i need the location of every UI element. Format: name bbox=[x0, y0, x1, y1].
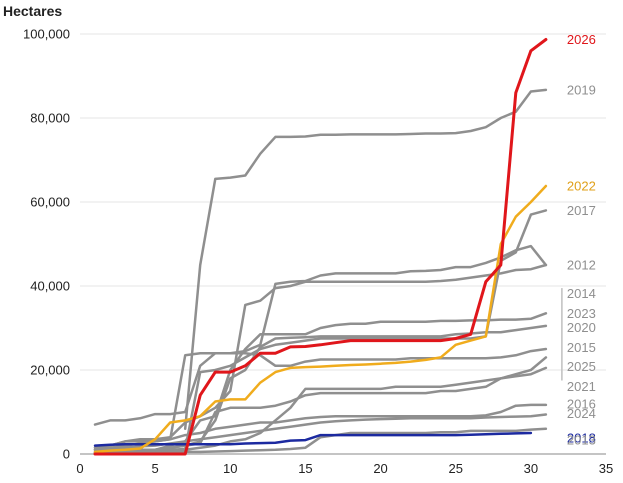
y-tick-label: 100,000 bbox=[23, 27, 70, 42]
series-label-2013: 2013 bbox=[567, 432, 596, 447]
series-line-2012 bbox=[93, 244, 548, 426]
series-label-2015: 2015 bbox=[567, 340, 596, 355]
series-line-2023 bbox=[93, 312, 548, 454]
series-label-2018: 2018 bbox=[567, 431, 596, 446]
x-tick-label: 20 bbox=[373, 461, 387, 476]
x-tick-labels: 0 5 10 15 20 25 30 35 bbox=[76, 461, 613, 476]
y-tick-label: 0 bbox=[63, 447, 70, 462]
grid bbox=[80, 33, 606, 371]
series-line-2013 bbox=[93, 427, 548, 455]
series-label-2022: 2022 bbox=[567, 179, 596, 194]
x-tick-label: 0 bbox=[76, 461, 83, 476]
x-tick-label: 5 bbox=[152, 461, 159, 476]
series-line-2025 bbox=[93, 356, 548, 452]
x-tick-label: 10 bbox=[223, 461, 237, 476]
series-label-2021: 2021 bbox=[567, 379, 596, 394]
y-tick-label: 80,000 bbox=[30, 111, 70, 126]
series-label-2020: 2020 bbox=[567, 320, 596, 335]
y-tick-label: 60,000 bbox=[30, 195, 70, 210]
series-label-2025: 2025 bbox=[567, 359, 596, 374]
series-line-2014 bbox=[93, 263, 548, 449]
series-line-2017 bbox=[93, 209, 548, 452]
series-label-2024: 2024 bbox=[567, 406, 596, 421]
series-label-2019: 2019 bbox=[567, 82, 596, 97]
series-line-2019 bbox=[183, 88, 548, 431]
series-label-2014: 2014 bbox=[567, 286, 596, 301]
x-tick-label: 25 bbox=[448, 461, 462, 476]
series-line-2022 bbox=[93, 184, 548, 454]
series-label-2016: 2016 bbox=[567, 396, 596, 411]
series-line-2026 bbox=[93, 38, 548, 456]
series-line-2016 bbox=[93, 403, 548, 452]
series-lines bbox=[93, 38, 548, 456]
y-tick-label: 40,000 bbox=[30, 279, 70, 294]
series-line-2015 bbox=[93, 347, 548, 449]
x-tick-label: 15 bbox=[298, 461, 312, 476]
series-label-2017: 2017 bbox=[567, 203, 596, 218]
series-label-2023: 2023 bbox=[567, 306, 596, 321]
y-tick-labels: 0 20,000 40,000 60,000 80,000 100,000 bbox=[23, 27, 70, 462]
x-tick-label: 35 bbox=[599, 461, 613, 476]
x-tick-label: 30 bbox=[524, 461, 538, 476]
series-label-2026: 2026 bbox=[567, 32, 596, 47]
y-tick-label: 20,000 bbox=[30, 363, 70, 378]
y-axis-title: Hectares bbox=[3, 3, 62, 19]
series-label-2012: 2012 bbox=[567, 258, 596, 273]
series-line-2018 bbox=[93, 431, 533, 447]
series-line-2024 bbox=[93, 413, 548, 454]
